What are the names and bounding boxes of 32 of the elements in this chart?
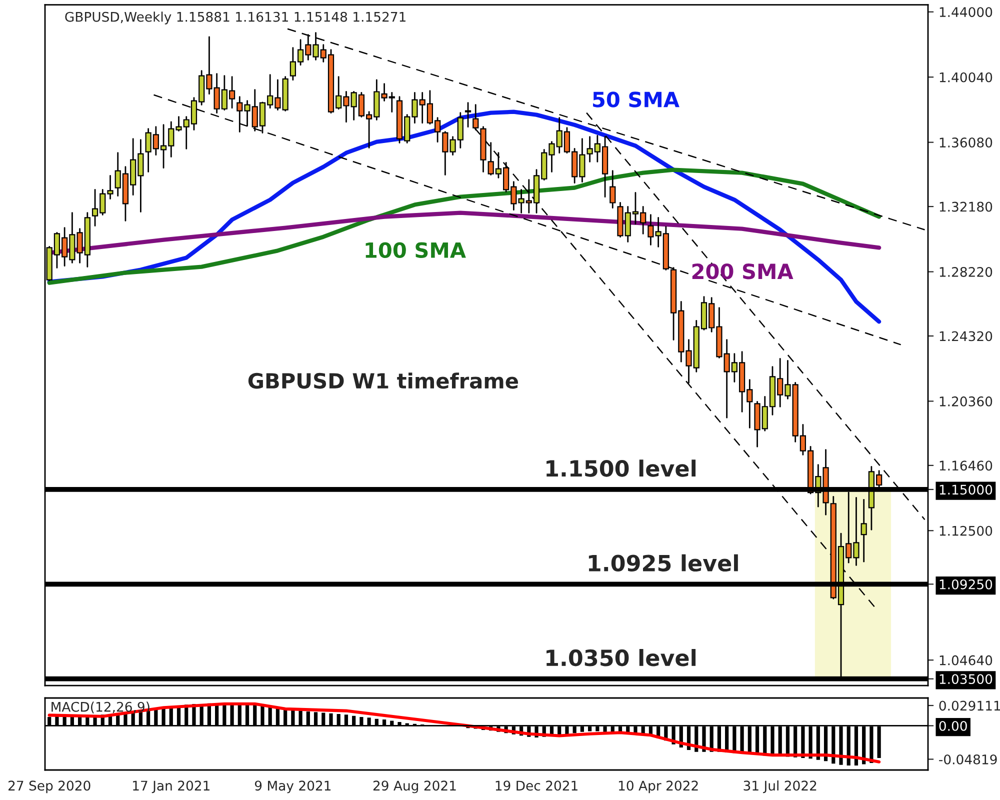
y-tick-label: 1.03500: [940, 674, 992, 684]
x-tick-label: 9 May 2021: [254, 780, 331, 794]
x-tick-label: 17 Jan 2021: [133, 780, 210, 794]
y-tick-label: 1.16460: [940, 460, 992, 471]
series-label: 100 SMA: [366, 242, 466, 258]
y-tick-label: 1.09250: [940, 579, 992, 590]
series-label: 200 SMA: [692, 264, 794, 280]
y-tick-label: 0.029111: [939, 700, 1000, 711]
y-tick-label: -0.04819: [939, 754, 997, 764]
text: GBPUSD,Weekly 1.15881 1.16131 1.15148 1.15271: [65, 12, 406, 24]
y-tick-label: 1.40040: [940, 72, 992, 82]
y-tick-label: 1.12500: [940, 526, 992, 536]
ref-line-label: 1.1500 level: [546, 460, 696, 477]
ref-line-label: 1.0350 level: [546, 649, 696, 666]
x-tick-label: 10 Apr 2022: [618, 780, 698, 794]
chart-title: MACD(12,26,9): [52, 702, 150, 714]
y-tick-label: 1.20360: [940, 396, 992, 406]
y-tick-label: 1.32180: [940, 202, 992, 212]
y-tick-label: 1.44000: [940, 7, 992, 18]
x-tick-label: 19 Dec 2021: [496, 780, 578, 791]
x-tick-label: 27 Sep 2020: [8, 780, 90, 794]
y-tick-label: 1.04640: [940, 655, 992, 666]
x-tick-label: 29 Aug 2021: [373, 780, 456, 794]
x-tick-label: 31 Jul 2022: [744, 780, 816, 794]
series-label: 50 SMA: [593, 92, 680, 108]
y-tick-label: 1.15000: [940, 484, 992, 495]
y-tick-label: 1.24320: [940, 331, 992, 342]
y-tick-label: 0.00: [939, 720, 967, 731]
annotation: GBPUSD W1 timeframe: [248, 372, 518, 389]
y-tick-label: 1.28220: [940, 266, 992, 277]
y-tick-label: 1.36080: [940, 138, 992, 148]
ref-line-label: 1.0925 level: [588, 554, 738, 572]
